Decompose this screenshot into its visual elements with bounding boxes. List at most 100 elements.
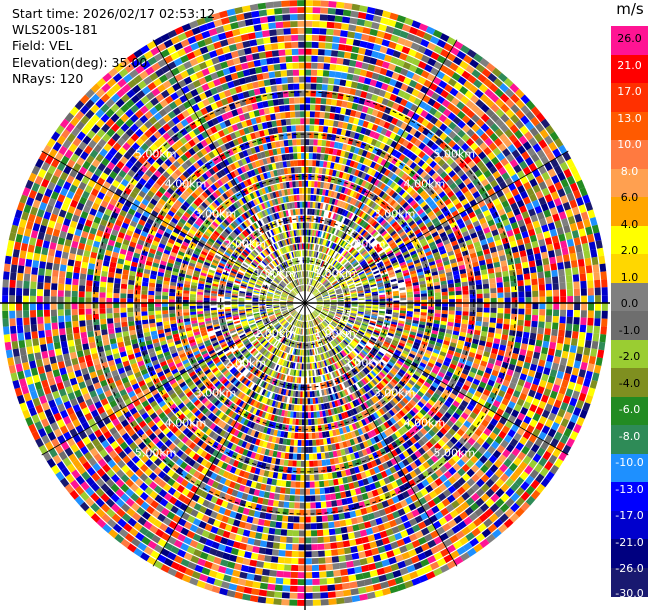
velocity-cell: [436, 70, 446, 80]
velocity-cell: [341, 250, 347, 256]
velocity-cell: [496, 318, 503, 324]
velocity-cell: [312, 272, 315, 279]
velocity-cell: [319, 578, 328, 585]
velocity-cell: [308, 236, 311, 243]
velocity-cell: [316, 223, 320, 230]
velocity-cell: [329, 249, 334, 256]
velocity-cell: [371, 124, 379, 132]
velocity-cell: [350, 10, 359, 18]
velocity-cell: [316, 274, 321, 281]
velocity-cell: [343, 87, 351, 94]
velocity-cell: [426, 42, 437, 51]
velocity-cell: [545, 315, 552, 323]
velocity-cell: [331, 99, 338, 106]
velocity-cell: [482, 317, 490, 323]
velocity-cell: [511, 303, 518, 309]
velocity-cell: [581, 303, 587, 311]
velocity-cell: [461, 281, 468, 287]
velocity-cell: [400, 83, 409, 92]
velocity-cell: [433, 45, 443, 55]
velocity-cell: [323, 536, 331, 543]
velocity-cell: [309, 467, 314, 474]
velocity-cell: [311, 564, 319, 571]
velocity-cell: [327, 84, 334, 92]
velocity-cell: [326, 570, 334, 578]
velocity-cell: [322, 466, 328, 473]
velocity-cell: [347, 532, 355, 540]
velocity-cell: [317, 132, 323, 139]
velocity-cell: [558, 275, 566, 283]
velocity-cell: [351, 124, 358, 132]
velocity-cell: [315, 202, 319, 209]
velocity-cell: [497, 287, 504, 293]
velocity-cell: [334, 199, 339, 206]
velocity-cell: [410, 153, 418, 162]
velocity-cell: [508, 335, 515, 342]
velocity-cell: [312, 14, 321, 21]
velocity-cell: [434, 313, 441, 318]
velocity-cell: [553, 309, 560, 317]
velocity-cell: [539, 296, 546, 303]
velocity-cell: [319, 268, 323, 274]
velocity-cell: [335, 8, 344, 16]
velocity-cell: [556, 342, 563, 351]
velocity-cell: [369, 79, 378, 87]
velocity-cell: [420, 309, 427, 313]
velocity-cell: [598, 341, 606, 351]
velocity-cell: [313, 244, 316, 251]
velocity-cell: [467, 74, 477, 84]
velocity-cell: [363, 213, 369, 221]
velocity-cell: [340, 526, 348, 534]
velocity-cell: [310, 286, 314, 293]
velocity-cell: [345, 518, 353, 526]
velocity-cell: [371, 576, 380, 584]
velocity-cell: [388, 41, 397, 50]
velocity-cell: [308, 446, 313, 453]
velocity-cell: [600, 326, 607, 335]
velocity-cell: [455, 294, 462, 299]
velocity-cell: [594, 287, 601, 296]
velocity-cell: [436, 39, 447, 49]
velocity-cell: [410, 136, 418, 145]
velocity-cell: [365, 585, 375, 593]
velocity-cell: [328, 249, 332, 256]
velocity-cell: [322, 161, 328, 168]
velocity-cell: [337, 506, 344, 513]
velocity-cell: [373, 163, 380, 171]
velocity-cell: [306, 285, 308, 292]
velocity-cell: [363, 166, 370, 173]
velocity-cell: [455, 91, 464, 101]
velocity-cell: [306, 257, 308, 264]
velocity-cell: [394, 21, 404, 30]
velocity-cell: [327, 14, 336, 22]
velocity-cell: [583, 347, 591, 356]
velocity-cell: [426, 122, 434, 131]
velocity-cell: [312, 258, 315, 265]
velocity-cell: [362, 27, 371, 35]
velocity-cell: [539, 245, 547, 253]
velocity-cell: [366, 6, 376, 15]
velocity-cell: [577, 339, 585, 348]
velocity-cell: [380, 83, 389, 91]
velocity-cell: [344, 45, 353, 52]
velocity-cell: [340, 164, 346, 172]
velocity-cell: [416, 29, 426, 38]
velocity-cell: [552, 276, 559, 284]
velocity-cell: [308, 222, 312, 229]
velocity-cell: [378, 119, 386, 127]
velocity-cell: [325, 42, 333, 50]
velocity-cell: [312, 453, 318, 460]
velocity-cell: [307, 398, 311, 405]
velocity-cell: [313, 139, 318, 146]
velocity-cell: [322, 246, 327, 253]
velocity-cell: [403, 92, 411, 101]
velocity-cell: [353, 117, 360, 125]
velocity-cell: [309, 125, 315, 132]
velocity-cell: [363, 99, 371, 107]
velocity-cell: [379, 305, 386, 308]
velocity-cell: [336, 128, 342, 135]
velocity-cell: [497, 308, 504, 314]
velocity-cell: [339, 562, 347, 569]
velocity-cell: [546, 243, 554, 252]
velocity-cell: [414, 67, 424, 76]
